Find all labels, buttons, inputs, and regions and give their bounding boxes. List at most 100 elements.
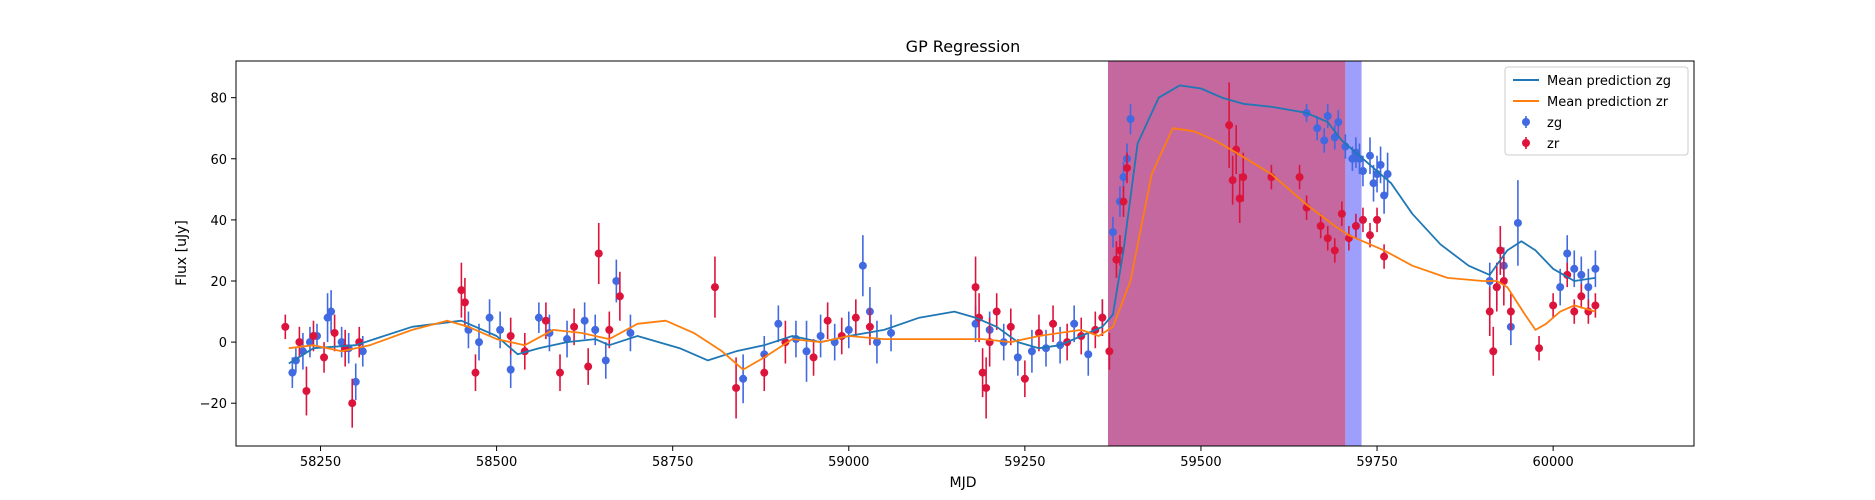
point-zg — [816, 332, 825, 340]
point-zg — [288, 368, 297, 377]
point-zr — [1123, 163, 1131, 172]
point-zg — [1320, 136, 1329, 145]
point-zg — [858, 261, 867, 270]
point-zr — [823, 316, 832, 325]
point-zr — [1119, 197, 1128, 206]
point-zg — [1313, 124, 1322, 133]
point-zg — [534, 313, 543, 322]
x-tick-label: 60000 — [1532, 455, 1573, 470]
point-zg — [1513, 218, 1522, 227]
point-zr — [1228, 176, 1237, 185]
point-zr — [1489, 347, 1498, 356]
point-zr — [1112, 255, 1121, 264]
point-zg — [1126, 115, 1135, 124]
point-zg — [485, 313, 494, 322]
point-zr — [1295, 173, 1304, 182]
point-zg — [506, 365, 515, 374]
point-zr — [281, 322, 290, 331]
x-tick-label: 59750 — [1356, 455, 1397, 470]
point-zr — [1115, 246, 1124, 255]
point-zg — [887, 328, 896, 337]
point-zg — [1591, 264, 1600, 273]
point-zg — [601, 356, 610, 365]
point-zg — [1383, 170, 1392, 179]
point-zg — [774, 319, 783, 328]
x-tick-label: 58250 — [300, 455, 341, 470]
point-zg — [1369, 179, 1378, 188]
point-zr — [348, 399, 357, 408]
point-zr — [1098, 313, 1107, 322]
point-zg — [612, 277, 621, 285]
legend: Mean prediction zg Mean prediction zr zg zr — [1504, 66, 1689, 156]
point-zg — [1013, 353, 1022, 362]
point-zr — [865, 322, 874, 331]
point-zr — [1020, 374, 1029, 383]
point-zr — [971, 283, 980, 292]
point-zr — [1316, 222, 1325, 230]
point-zr — [320, 353, 329, 362]
point-zr — [851, 313, 860, 322]
point-zg — [1556, 283, 1565, 292]
point-zg — [1584, 283, 1593, 292]
point-zg — [580, 316, 589, 325]
point-zg — [802, 347, 811, 356]
point-zr — [584, 362, 593, 371]
point-zg — [844, 325, 853, 334]
point-zg — [1348, 154, 1357, 163]
legend-label-1: Mean prediction zr — [1547, 95, 1669, 110]
point-zg — [1358, 167, 1367, 175]
point-zr — [1366, 231, 1374, 240]
point-zg — [496, 325, 505, 334]
point-zr — [1105, 347, 1114, 356]
point-zg — [1084, 350, 1093, 359]
point-zr — [556, 368, 564, 377]
point-zr — [1239, 173, 1248, 182]
point-zg — [351, 377, 360, 386]
legend-label-3: zr — [1547, 137, 1560, 152]
point-zr — [541, 316, 550, 325]
point-zr — [302, 387, 311, 395]
point-zr — [1323, 234, 1332, 243]
legend-box — [1504, 66, 1689, 156]
point-zr — [1570, 307, 1579, 316]
point-zr — [1535, 344, 1544, 353]
y-tick-label: 60 — [210, 153, 227, 168]
point-zg — [1334, 118, 1343, 127]
point-zr — [982, 383, 991, 392]
x-axis-label: MJD — [950, 475, 977, 491]
line-mean-prediction-zr — [288, 127, 1596, 371]
point-zg — [1563, 249, 1572, 258]
point-zg — [1027, 347, 1036, 356]
point-zr — [1496, 246, 1505, 255]
x-tick-label: 59250 — [1004, 455, 1045, 470]
point-zr — [1506, 307, 1515, 316]
point-zr — [1337, 209, 1346, 218]
point-zg — [626, 328, 635, 337]
shaded-region-1 — [1107, 61, 1346, 446]
axis-ticks: 58250 58500 58750 59000 59250 59500 59750 60000… — [200, 92, 1574, 470]
point-zg — [1366, 151, 1374, 160]
plot-frame — [235, 60, 1695, 447]
point-zr — [594, 249, 603, 258]
point-zr — [1577, 292, 1586, 301]
point-zr — [460, 298, 469, 307]
point-zg — [739, 374, 748, 383]
legend-label-0: Mean prediction zg — [1547, 74, 1671, 89]
legend-label-2: zg — [1547, 116, 1562, 131]
point-zr — [1330, 246, 1339, 255]
point-zg — [323, 313, 332, 322]
point-zr — [760, 368, 769, 377]
point-zg — [1570, 264, 1579, 273]
point-zg — [1070, 319, 1079, 328]
y-tick-label: 40 — [210, 214, 227, 229]
x-tick-label: 58750 — [652, 455, 693, 470]
point-zr — [1358, 215, 1367, 224]
point-zr — [732, 383, 741, 392]
point-zr — [295, 338, 304, 347]
point-zg — [305, 338, 314, 347]
point-zr — [570, 322, 579, 331]
chart-title: GP Regression — [906, 37, 1021, 56]
point-zr — [506, 332, 515, 340]
point-zr — [1380, 252, 1389, 261]
point-zg — [1330, 133, 1339, 142]
